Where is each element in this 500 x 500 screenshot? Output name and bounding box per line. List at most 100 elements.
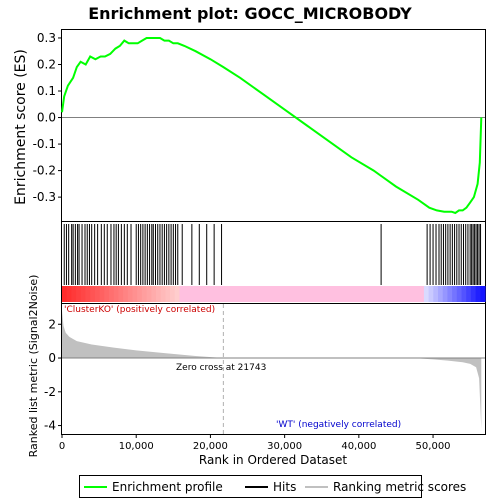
- rank-y-tick-label: 0: [48, 351, 56, 365]
- band-segment: [386, 286, 392, 302]
- band-segment: [179, 286, 185, 302]
- x-tick-label: 40,000: [341, 441, 376, 452]
- x-axis: 0 10,000 20,000 30,000 40,000 50,000: [59, 434, 451, 452]
- band-segment: [442, 286, 448, 302]
- band-segment: [221, 286, 228, 302]
- ranking-color-band: [62, 286, 486, 302]
- rank-y-axis: 2 0 -2 -4: [44, 317, 62, 433]
- band-segment: [433, 286, 439, 302]
- band-segment: [287, 286, 293, 302]
- band-segment: [76, 286, 82, 302]
- band-segment: [452, 286, 458, 302]
- legend-hits-label: Hits: [273, 480, 296, 494]
- band-segment: [113, 286, 119, 302]
- band-segment: [419, 286, 425, 302]
- band-segment: [226, 286, 232, 302]
- band-segment: [409, 286, 416, 302]
- rank-y-tick-label: -4: [44, 419, 56, 433]
- band-segment: [259, 286, 265, 302]
- band-segment: [203, 286, 209, 302]
- band-segment: [109, 286, 115, 302]
- rank-y-axis-label: Ranked list metric (Signal2Noise): [27, 275, 40, 458]
- legend-profile-label: Enrichment profile: [112, 480, 223, 494]
- band-segment: [137, 286, 143, 302]
- band-segment: [292, 286, 298, 302]
- x-axis-label: Rank in Ordered Dataset: [199, 453, 347, 467]
- band-segment: [428, 286, 434, 302]
- band-segment: [90, 286, 96, 302]
- band-segment: [381, 286, 387, 302]
- es-y-axis: 0.3 0.2 0.1 0.0 -0.1 -0.2 -0.3: [33, 31, 62, 204]
- band-segment: [132, 286, 138, 302]
- band-segment: [301, 286, 307, 302]
- band-segment: [405, 286, 411, 302]
- band-segment: [362, 286, 369, 302]
- band-segment: [240, 286, 246, 302]
- band-segment: [423, 286, 430, 302]
- legend-metric-label: Ranking metric scores: [333, 480, 466, 494]
- band-segment: [315, 286, 322, 302]
- band-segment: [104, 286, 110, 302]
- es-y-axis-label: Enrichment score (ES): [13, 49, 29, 205]
- band-segment: [297, 286, 303, 302]
- es-y-tick-label: -0.2: [33, 164, 56, 178]
- band-segment: [151, 286, 157, 302]
- band-segment: [268, 286, 275, 302]
- band-segment: [395, 286, 401, 302]
- es-y-tick-label: -0.1: [33, 137, 56, 151]
- band-segment: [391, 286, 397, 302]
- band-segment: [325, 286, 331, 302]
- band-segment: [311, 286, 317, 302]
- zero-cross-label: Zero cross at 21743: [176, 363, 266, 373]
- band-segment: [198, 286, 204, 302]
- band-segment: [344, 286, 350, 302]
- es-panel-frame: [61, 29, 486, 222]
- band-segment: [207, 286, 213, 302]
- band-segment: [353, 286, 359, 302]
- positive-correlation-label: 'ClusterKO' (positively correlated): [64, 305, 215, 315]
- band-segment: [188, 286, 195, 302]
- band-segment: [438, 286, 444, 302]
- chart-title: Enrichment plot: GOCC_MICROBODY: [88, 4, 412, 23]
- es-y-tick-label: 0.2: [37, 57, 56, 71]
- band-segment: [123, 286, 129, 302]
- enrichment-profile-line: [61, 37, 483, 215]
- band-segment: [358, 286, 364, 302]
- band-segment: [254, 286, 260, 302]
- band-segment: [141, 286, 148, 302]
- band-segment: [475, 286, 481, 302]
- x-tick-label: 20,000: [193, 441, 228, 452]
- band-segment: [372, 286, 378, 302]
- band-segment: [160, 286, 166, 302]
- band-segment: [306, 286, 312, 302]
- band-segment: [376, 286, 383, 302]
- band-segment: [320, 286, 326, 302]
- band-segment: [235, 286, 242, 302]
- band-segment: [400, 286, 406, 302]
- band-segment: [165, 286, 171, 302]
- band-segment: [456, 286, 463, 302]
- band-segment: [156, 286, 162, 302]
- rank-panel-frame: [61, 303, 486, 435]
- x-tick-label: 0: [59, 441, 65, 452]
- band-segment: [414, 286, 420, 302]
- band-segment: [461, 286, 467, 302]
- es-y-tick-label: 0.0: [37, 111, 56, 125]
- band-segment: [212, 286, 218, 302]
- band-segment: [80, 286, 87, 302]
- x-tick-label: 30,000: [267, 441, 302, 452]
- band-segment: [278, 286, 284, 302]
- band-segment: [193, 286, 199, 302]
- band-segment: [470, 286, 477, 302]
- band-segment: [367, 286, 373, 302]
- band-segment: [339, 286, 345, 302]
- band-segment: [447, 286, 453, 302]
- band-segment: [231, 286, 237, 302]
- rank-y-tick-label: -2: [44, 385, 56, 399]
- band-segment: [66, 286, 72, 302]
- band-segment: [99, 286, 105, 302]
- band-segment: [466, 286, 472, 302]
- es-y-tick-label: 0.1: [37, 84, 56, 98]
- band-segment: [245, 286, 251, 302]
